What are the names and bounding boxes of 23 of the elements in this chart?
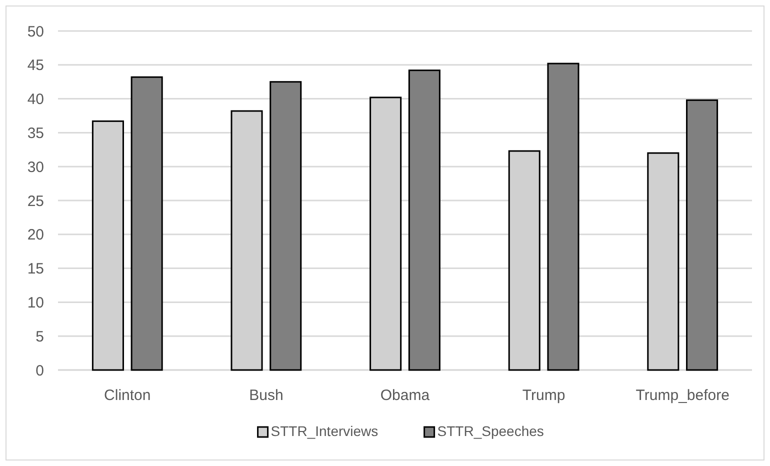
legend-label: STTR_Speeches [437,423,544,439]
y-tick-label: 30 [27,158,44,176]
x-tick-label: Trump_before [636,387,730,404]
bar [547,62,580,371]
bar [408,70,440,371]
legend-label: STTR_Interviews [270,423,378,439]
bar [686,99,718,371]
y-tick-label: 35 [27,124,44,142]
bar [130,76,163,371]
x-tick-label: Clinton [104,387,151,404]
y-tick-label: 0 [36,362,44,380]
x-tick-label: Obama [380,387,430,404]
x-tick-label: Trump [522,387,566,404]
x-tick-label: Bush [249,387,284,404]
y-tick-label: 40 [27,91,44,108]
y-tick-label: 10 [27,294,44,312]
bar [270,81,302,371]
y-tick-label: 45 [27,57,44,74]
y-tick-label: 20 [27,226,44,244]
y-tick-label: 25 [27,192,44,210]
y-tick-label: 50 [27,23,44,40]
y-tick-label: 5 [36,328,44,346]
y-tick-label: 15 [27,260,44,278]
